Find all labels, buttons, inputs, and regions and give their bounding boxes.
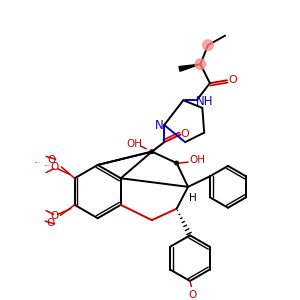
Text: N: N	[155, 119, 164, 133]
Circle shape	[195, 59, 206, 69]
Text: OH: OH	[127, 139, 143, 149]
Circle shape	[203, 40, 213, 50]
Text: methoxy: methoxy	[45, 164, 51, 166]
Text: O: O	[47, 218, 55, 228]
Text: O: O	[181, 129, 190, 139]
Text: O: O	[228, 75, 237, 85]
Text: H: H	[189, 193, 197, 203]
Circle shape	[150, 150, 154, 154]
Text: O: O	[48, 155, 56, 165]
Text: O: O	[189, 290, 197, 300]
Text: O: O	[50, 162, 58, 172]
Polygon shape	[179, 64, 200, 71]
Text: methoxy: methoxy	[35, 161, 42, 163]
Text: NH: NH	[196, 95, 213, 108]
Circle shape	[175, 161, 178, 165]
Text: O: O	[50, 211, 58, 221]
Text: OH: OH	[190, 155, 206, 165]
